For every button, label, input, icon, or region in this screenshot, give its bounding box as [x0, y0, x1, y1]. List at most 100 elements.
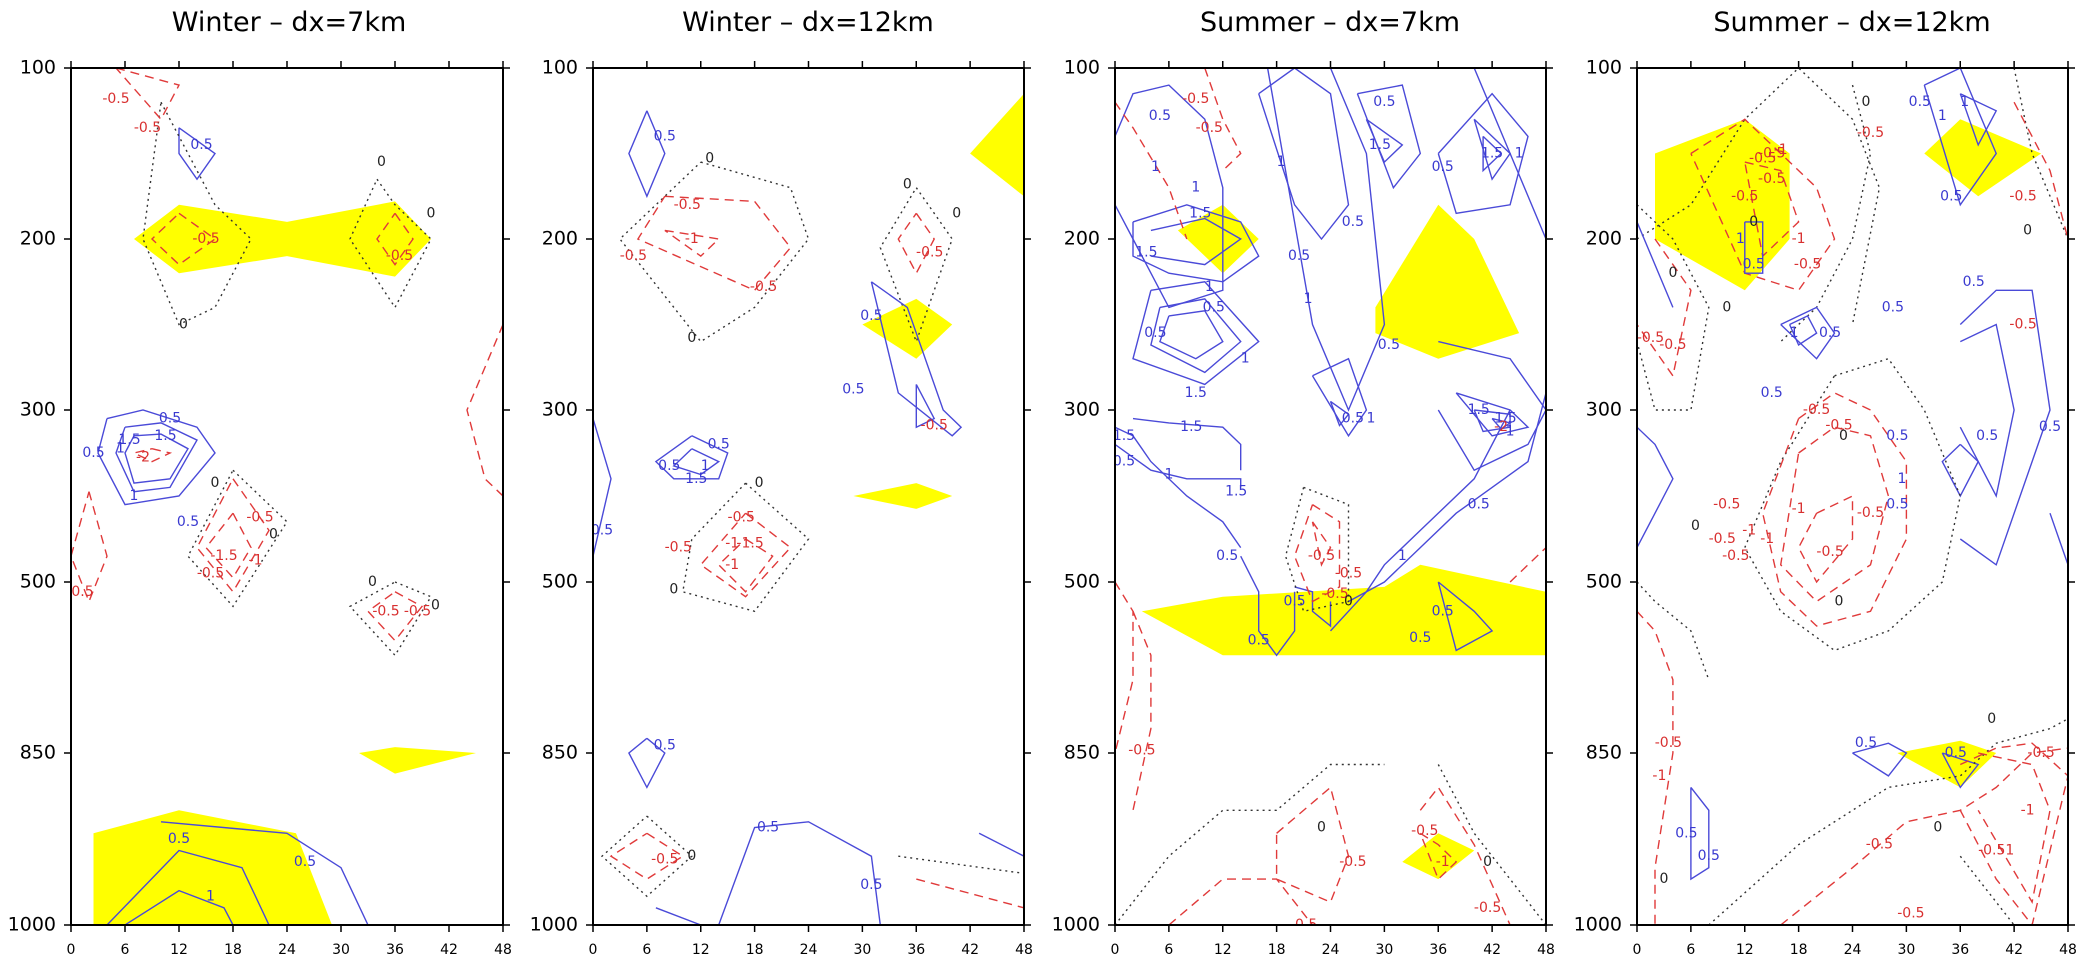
contour-line	[1923, 68, 1997, 207]
contour-label: 1	[1398, 548, 1407, 564]
contour-label: -0.5	[1196, 120, 1223, 136]
plot-area: 0.5-0.5-0.51111.51.510.50.511.50.510.50.…	[1052, 57, 1555, 959]
x-tick-label: 0	[589, 942, 598, 958]
x-tick-label: 48	[494, 942, 512, 958]
contour-line	[196, 478, 270, 594]
contour-line	[870, 281, 963, 437]
contour-label: 0	[1862, 94, 1871, 110]
contour-label: 0	[1987, 711, 1996, 727]
x-tick-label: 18	[1790, 942, 1808, 958]
contour-line	[160, 821, 369, 925]
y-tick-label: 200	[1064, 228, 1100, 250]
contour-label: -2	[136, 449, 150, 465]
contour-label: -0.5	[651, 852, 678, 868]
contour-label: -0.5	[1128, 743, 1155, 759]
contour-label: 0.5	[1886, 497, 1908, 513]
contour-label: 1.5	[1135, 245, 1157, 261]
contour-line	[366, 591, 424, 642]
contour-line	[1959, 289, 2051, 566]
contour-label: 0	[427, 205, 436, 221]
x-tick-label: 6	[1164, 942, 1173, 958]
significance-region	[359, 747, 476, 774]
contour-label: 0	[2023, 222, 2032, 238]
contour-line	[2049, 512, 2068, 566]
panel-title: Winter – dx=12km	[682, 7, 934, 38]
contour-label: 0.5	[1945, 745, 1967, 761]
y-tick-label: 500	[20, 571, 56, 593]
contour-label: 0.5	[1203, 299, 1225, 315]
x-tick-label: 0	[1111, 942, 1120, 958]
contour-line	[124, 433, 189, 484]
contour-label: -0.5	[916, 245, 943, 261]
contour-line	[205, 512, 252, 579]
contour-line	[1959, 742, 2068, 925]
contour-label: -0.5	[1411, 823, 1438, 839]
y-tick-label: 850	[20, 742, 56, 764]
contour-label: 1	[701, 458, 710, 474]
contour-label: -2	[1494, 419, 1508, 435]
significance-region	[1924, 119, 2042, 197]
contour-line	[1437, 581, 1494, 652]
contour-label: 1	[1164, 467, 1173, 483]
contour-line	[1275, 786, 1350, 904]
x-tick-label: 0	[1633, 942, 1642, 958]
x-tick-label: 24	[800, 942, 818, 958]
contour-label: 0	[1344, 594, 1353, 610]
contour-label: 1	[130, 488, 139, 504]
significance-region	[970, 93, 1024, 197]
contour-label: 0.5	[1976, 428, 1998, 444]
contour-label: -1	[1760, 531, 1774, 547]
contour-label: 0.5	[1698, 848, 1720, 864]
contour-label: 0.5	[1149, 108, 1171, 124]
contour-label: 1.5	[1180, 419, 1202, 435]
contour-label: 0	[211, 475, 220, 491]
contour-line	[1637, 426, 1674, 548]
contour-label: 0.5	[168, 831, 190, 847]
contour-label: -1	[2021, 802, 2035, 818]
contour-line	[1311, 521, 1332, 567]
contour-label: -0.5	[1866, 837, 1893, 853]
contour-line	[1797, 494, 1854, 584]
contour-label: -1.5	[210, 548, 237, 564]
contour-line	[655, 907, 702, 925]
significance-region	[862, 298, 953, 359]
contour-label: -1	[249, 553, 263, 569]
contour-line	[1168, 878, 1314, 925]
contour-line	[915, 384, 936, 429]
contour-label: -0.5	[1182, 91, 1209, 107]
contour-line	[600, 815, 693, 898]
contour-line	[897, 212, 936, 275]
contour-line	[609, 832, 685, 880]
contour-line	[628, 737, 666, 789]
x-tick-label: 24	[1844, 942, 1862, 958]
contour-line	[124, 889, 234, 925]
contour-line	[718, 821, 881, 925]
contour-label: -0.5	[1474, 900, 1501, 916]
contour-label: 0.5	[1675, 825, 1697, 841]
contour-label: 1	[1938, 108, 1947, 124]
contour-label: 1.5	[1494, 411, 1516, 427]
contour-label: 1	[1960, 94, 1969, 110]
contour-label: 1	[1366, 411, 1375, 427]
contour-line	[1115, 763, 1385, 925]
x-tick-label: 18	[224, 942, 242, 958]
contour-label: 1	[116, 441, 125, 457]
x-tick-label: 36	[907, 942, 925, 958]
contour-label: -1	[1774, 142, 1788, 158]
contour-label: 1	[1515, 146, 1524, 162]
contour-label: 0.5	[1144, 325, 1166, 341]
contour-label: 0.5	[2039, 419, 2061, 435]
contour-line	[1115, 101, 1188, 240]
contour-label: 0.5	[1283, 594, 1305, 610]
x-tick-label: 36	[386, 942, 404, 958]
contour-label: 1.5	[1468, 402, 1490, 418]
contour-label: 1	[1151, 159, 1160, 175]
contour-line	[1779, 426, 1890, 603]
panel-summer-dx7: Summer – dx=7km 0.5-0.5-0.51111.51.510.5…	[1052, 7, 1555, 958]
contour-line	[699, 512, 792, 598]
contour-line	[1761, 392, 1908, 627]
x-tick-label: 24	[1322, 942, 1340, 958]
y-tick-label: 1000	[1052, 914, 1100, 936]
contour-label: 0	[1749, 214, 1758, 230]
